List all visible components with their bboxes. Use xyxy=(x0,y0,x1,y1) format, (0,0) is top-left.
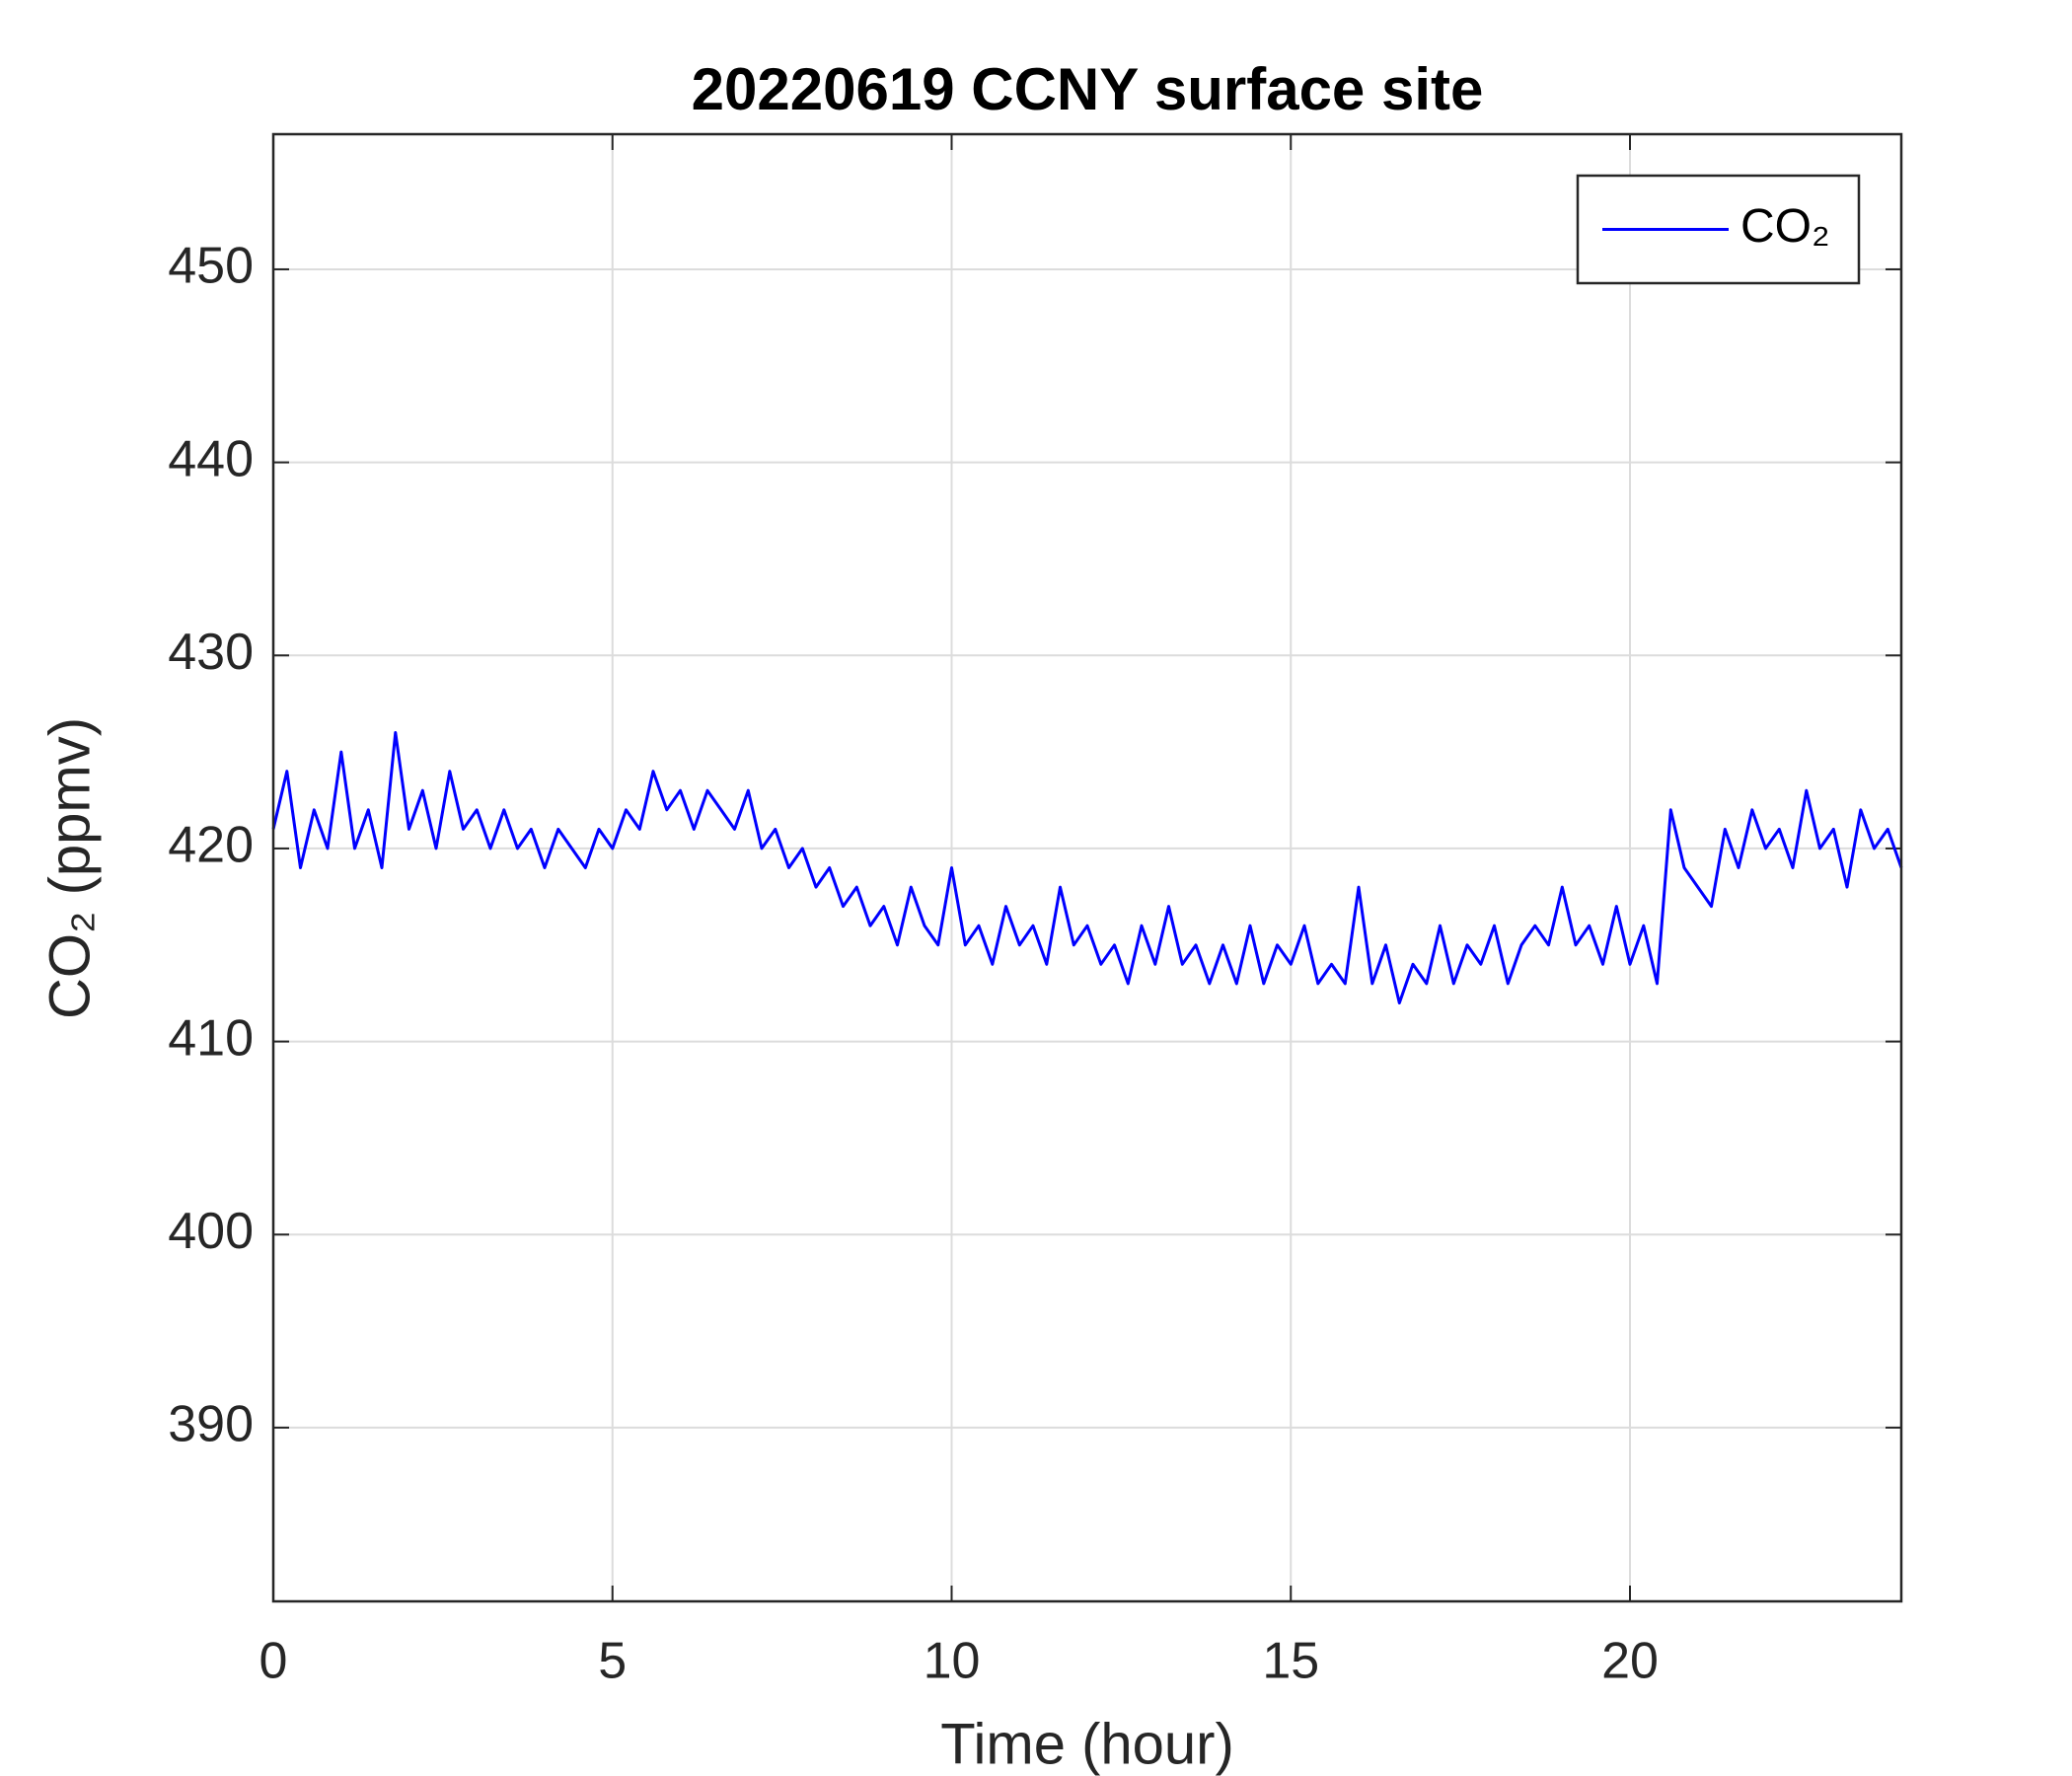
x-tick-label: 10 xyxy=(924,1633,981,1690)
x-tick-label: 15 xyxy=(1262,1633,1319,1690)
y-tick-label: 420 xyxy=(168,817,254,874)
y-tick-label: 410 xyxy=(168,1009,254,1067)
y-axis-label: CO₂ (ppmv) xyxy=(37,717,102,1019)
x-tick-label: 0 xyxy=(259,1633,288,1690)
data-line xyxy=(271,731,1903,1004)
x-tick-label: 20 xyxy=(1601,1633,1659,1690)
y-tick-label: 390 xyxy=(168,1396,254,1453)
plot-frame xyxy=(271,132,1903,1603)
x-axis-label: Time (hour) xyxy=(940,1712,1234,1776)
chart-title: 20220619 CCNY surface site xyxy=(692,56,1484,122)
y-tick-label: 450 xyxy=(168,238,254,295)
x-tick-label: 5 xyxy=(598,1633,627,1690)
y-tick-label: 440 xyxy=(168,430,254,487)
y-tick-label: 400 xyxy=(168,1203,254,1260)
legend-label: CO₂ xyxy=(1740,200,1830,253)
y-tick-label: 430 xyxy=(168,624,254,681)
